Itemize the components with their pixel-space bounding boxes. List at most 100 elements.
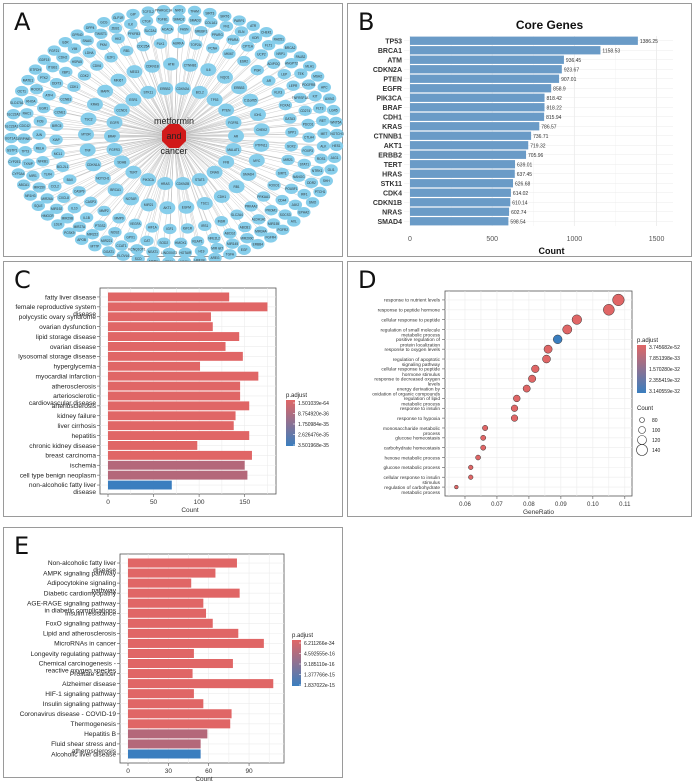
network-node-circle	[178, 247, 193, 258]
bar	[108, 342, 226, 351]
network-node: C11orf65	[242, 93, 259, 107]
data-label: 626.68	[515, 181, 531, 187]
network-node: FASN	[177, 24, 191, 35]
y-tick-label: in diabetic complications	[45, 607, 117, 614]
network-node-label: CASP9	[74, 190, 85, 194]
network-node: ILK	[124, 18, 138, 30]
network-node-circle	[77, 70, 92, 81]
network-node: MATE1	[21, 74, 35, 86]
network-node-circle	[241, 41, 255, 52]
network-node-label: PCSK9	[64, 231, 75, 235]
network-node-circle	[251, 214, 266, 225]
network-node-circle	[276, 224, 290, 236]
network-node: SLC2A1	[143, 25, 158, 36]
legend-label: 1.837022e-15	[304, 683, 335, 689]
network-node-circle	[244, 201, 258, 212]
network-node: DPP4	[83, 22, 97, 34]
network-node: NOTAR	[123, 192, 140, 206]
network-node-label: MTTP	[90, 244, 99, 248]
network-node-label: MIR200C	[240, 236, 254, 240]
network-node-label: PPARG	[212, 33, 223, 37]
network-node-label: MIR150	[34, 186, 45, 190]
network-node-circle	[226, 34, 240, 45]
network-node-label: RHOA	[26, 99, 36, 103]
dot	[528, 374, 537, 383]
network-node: PALB2	[293, 51, 308, 62]
network-node: BRCA2	[283, 42, 297, 53]
network-node-label: PDGFRB	[302, 83, 315, 87]
network-node-circle	[70, 29, 84, 40]
network-node: CDK2	[77, 70, 92, 81]
network-node: BAX	[63, 174, 77, 185]
network-node-label: H19	[199, 249, 205, 253]
network-node-label: ERBB2	[160, 87, 171, 91]
network-node-label: CASP3	[85, 200, 96, 204]
center-node-label-line3: cancer	[160, 146, 187, 156]
network-node-label: MIR29B	[62, 217, 74, 221]
legend-label: 2.626476e-35	[298, 432, 329, 438]
network-node-circle	[104, 52, 118, 63]
network-edge	[167, 29, 175, 137]
network-node-label: GPX1	[126, 236, 135, 240]
network-node-circle	[218, 155, 235, 169]
network-node: HES1	[329, 140, 344, 152]
network-node-label: BAX	[67, 178, 74, 182]
network-node-label: SERPINE1	[16, 137, 32, 141]
network-node: FGFR2	[276, 224, 290, 236]
network-node: MMP2	[97, 205, 111, 217]
network-node-label: ALDH1A1	[252, 218, 266, 222]
network-node-circle	[153, 38, 168, 49]
network-node-circle	[4, 120, 19, 132]
y-tick-label: cardiovascular disease	[29, 400, 96, 407]
data-label: 786.57	[541, 124, 557, 130]
network-edge	[152, 135, 175, 252]
data-label: 1158.53	[602, 48, 620, 54]
network-node-label: STK11	[143, 91, 153, 95]
x-tick-label: 60	[205, 768, 213, 775]
network-node-label: TSC2	[84, 117, 92, 121]
network-node-label: IL6R	[62, 40, 69, 44]
network-node: GSTP1	[5, 144, 19, 156]
y-tick-label: ATM	[387, 57, 402, 64]
network-node-label: RELA	[36, 146, 45, 150]
network-node: SPP1	[285, 127, 299, 138]
network-node-label: SDHB	[117, 160, 126, 164]
y-tick-label: Fluid shear stress and	[51, 741, 116, 748]
bar	[128, 578, 192, 588]
network-node: NFKB1	[36, 156, 50, 167]
network-node-circle	[59, 93, 73, 105]
y-tick-label: response to insulin	[400, 406, 440, 412]
network-node-label: INSR	[218, 219, 226, 223]
network-node-label: RB1	[124, 49, 130, 53]
network-node: RB1	[119, 45, 134, 57]
x-tick-label: 500	[486, 236, 498, 243]
network-diagram: AR MALAT1 FFB DNAS STAT3 CDKN2B HRAS PIK3CA TERT…	[4, 4, 344, 268]
network-node: SQLE	[31, 200, 46, 212]
network-node: KEAP1	[190, 236, 205, 247]
network-node-circle	[88, 240, 102, 252]
network-node: APC	[317, 82, 332, 93]
network-node-circle	[79, 212, 94, 223]
network-node: CD274	[298, 105, 312, 116]
network-node-circle	[322, 93, 337, 104]
network-node-circle	[313, 186, 327, 198]
dot	[475, 454, 481, 461]
network-node-circle	[278, 209, 292, 220]
network-node: TP53	[206, 93, 223, 107]
network-edge	[28, 135, 175, 164]
network-node-label: ETFDH	[30, 68, 41, 72]
network-node: NRP1	[273, 48, 288, 59]
network-node: LDHA	[82, 47, 97, 58]
network-node-circle	[204, 17, 218, 28]
network-node-label: WNT5A	[330, 120, 342, 124]
network-node-circle	[114, 240, 129, 251]
network-node-circle	[62, 227, 76, 238]
network-node: DDIT3	[49, 78, 64, 89]
dot	[571, 314, 582, 325]
network-node-label: CDH1	[217, 195, 226, 199]
network-node-circle	[230, 209, 244, 220]
network-edge	[173, 135, 337, 147]
network-node: IRF1	[297, 188, 311, 200]
network-node: MIR155	[266, 218, 281, 229]
network-node-circle	[228, 180, 245, 194]
